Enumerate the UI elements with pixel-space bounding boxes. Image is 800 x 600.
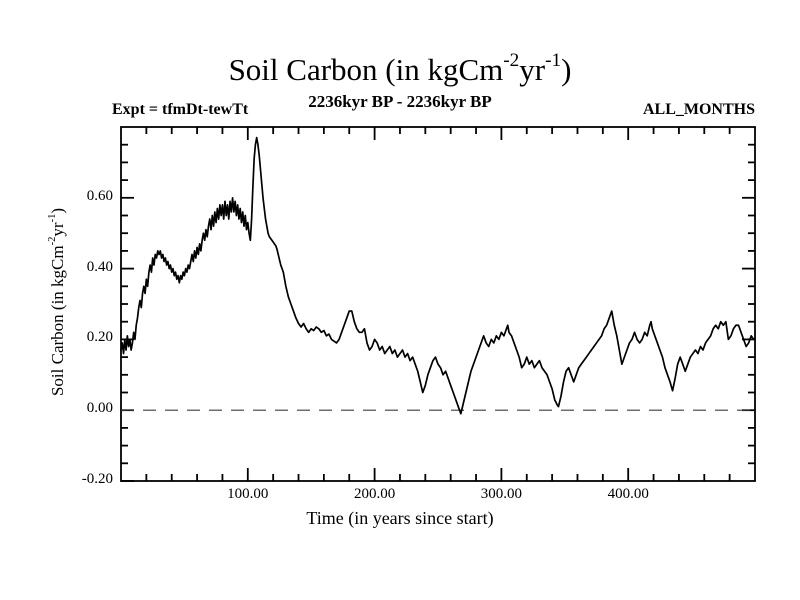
x-tick-label: 300.00	[480, 486, 523, 502]
y-tick-label: 0.60	[86, 187, 113, 204]
x-tick-label: 100.00	[227, 486, 269, 502]
chart-title-text: yr	[519, 52, 546, 87]
x-tick-label: 400.00	[607, 486, 649, 502]
months-label: ALL_MONTHS	[642, 101, 755, 118]
y-axis-title-text: Soil Carbon (in kgCm	[48, 245, 67, 397]
y-axis-title-text: yr	[48, 222, 67, 237]
chart-title: Soil Carbon (in kgCm-2yr-1)	[0, 49, 800, 88]
y-tick-label: 0.40	[86, 258, 113, 275]
x-tick-label: 200.00	[353, 486, 396, 502]
y-axis-title-superscript: -2	[46, 236, 58, 246]
y-tick-label: -0.20	[81, 471, 113, 487]
y-tick-label: 0.00	[86, 400, 113, 417]
axis-box	[120, 126, 756, 482]
chart-title-superscript: -1	[545, 49, 562, 71]
chart-title-superscript: -2	[503, 49, 520, 71]
x-axis-title: Time (in years since start)	[306, 508, 494, 528]
chart-title-text: )	[561, 52, 572, 87]
soil-carbon-line	[120, 136, 756, 415]
y-tick-label: 0.20	[86, 329, 113, 346]
y-axis-title-superscript: -1	[46, 213, 58, 223]
chart-subtitle: 2236kyr BP - 2236kyr BP	[308, 92, 492, 111]
y-axis-title-text: )	[48, 207, 67, 214]
experiment-label: Expt = tfmDt-tewTt	[112, 101, 249, 118]
y-axis-title: Soil Carbon (in kgCm-2yr-1)	[46, 102, 68, 502]
chart-title-text: Soil Carbon (in kgCm	[228, 52, 504, 87]
